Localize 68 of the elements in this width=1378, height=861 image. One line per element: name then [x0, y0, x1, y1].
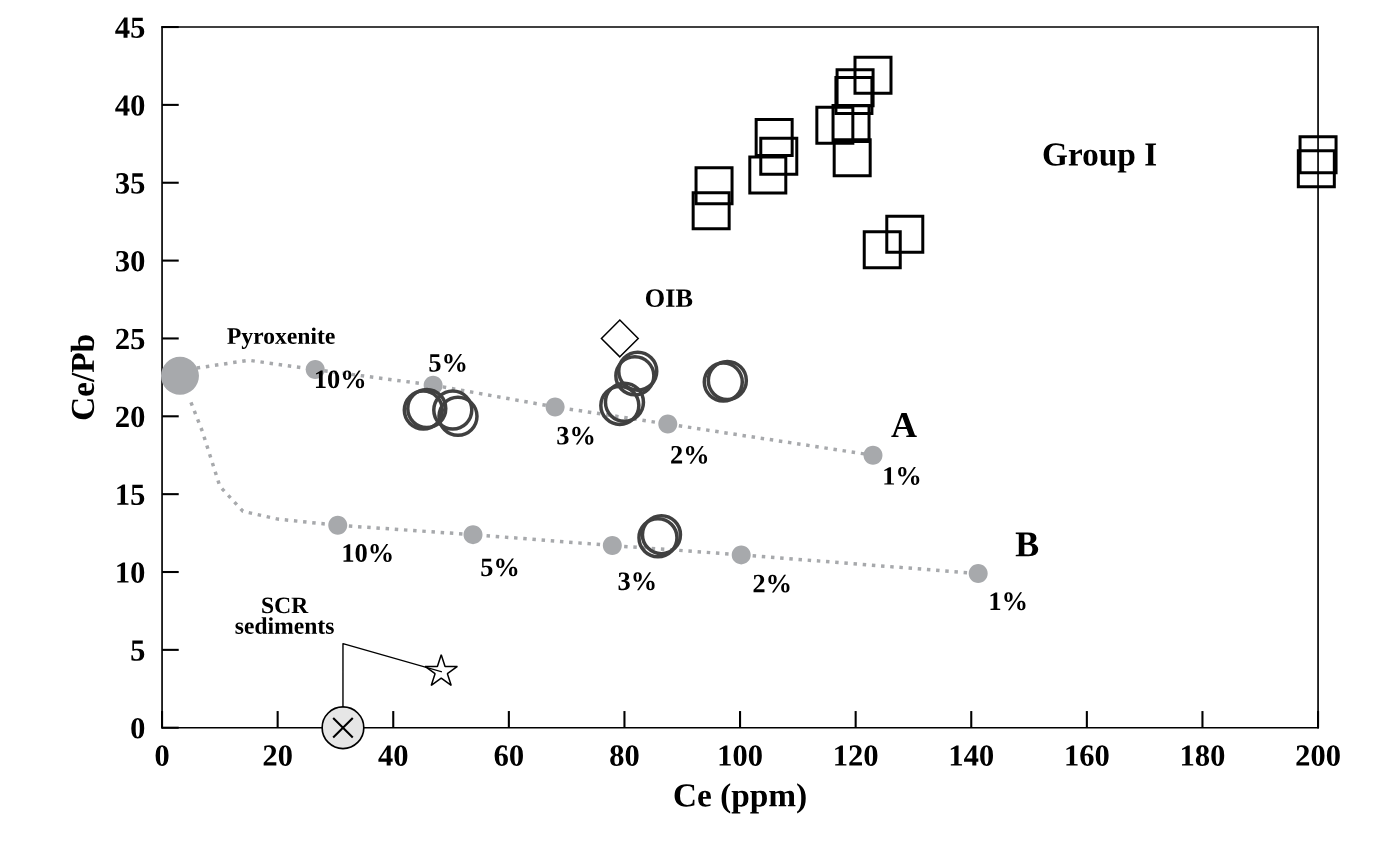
y-tick-label: 15 [117, 484, 145, 506]
y-tick-label: 25 [116, 328, 145, 350]
annotation: 10% [315, 370, 365, 389]
point [834, 76, 874, 116]
point [691, 191, 731, 231]
point [862, 230, 902, 270]
point [602, 536, 622, 556]
point [432, 389, 474, 431]
y-axis-title: Ce/Pb [70, 335, 95, 420]
x-tick-label: 160 [1066, 745, 1109, 766]
point [1296, 149, 1336, 189]
annotation: A [891, 413, 917, 437]
point [694, 166, 734, 206]
annotation: 2% [671, 445, 708, 464]
point [1298, 135, 1338, 175]
annotation: 5% [429, 353, 466, 372]
point [885, 214, 925, 254]
point [463, 525, 483, 545]
x-tick-label: 120 [835, 745, 878, 766]
annotation: SCR sediments [235, 597, 334, 634]
point [863, 445, 883, 465]
annotation: Pyroxenite [227, 327, 335, 349]
y-tick-label: 35 [115, 173, 145, 194]
annotation: Group I [1043, 143, 1157, 173]
y-tick-label: 40 [115, 95, 145, 116]
point [437, 395, 479, 438]
y-tick-label: 45 [115, 17, 145, 38]
annotation: 1% [990, 592, 1026, 611]
point [424, 653, 459, 687]
point [545, 397, 565, 417]
x-tick-label: 200 [1296, 745, 1340, 766]
x-tick-label: 0 [155, 745, 169, 766]
point [853, 55, 893, 95]
annotation: 10% [343, 544, 392, 562]
x-tick-label: 100 [719, 745, 762, 766]
x-axis-title: Ce (ppm) [674, 783, 806, 814]
y-tick-label: 20 [116, 406, 145, 428]
point [815, 105, 855, 145]
annotation: 3% [557, 426, 594, 445]
point [968, 564, 988, 584]
x-tick-label: 20 [263, 745, 292, 766]
point [321, 706, 365, 750]
annotation: B [1015, 532, 1039, 557]
y-tick-label: 0 [131, 718, 145, 739]
point [328, 515, 348, 535]
annotation: 3% [618, 572, 655, 591]
point [160, 356, 199, 395]
point [748, 155, 788, 195]
annotation: 2% [753, 574, 790, 593]
annotation: 1% [884, 467, 920, 485]
y-tick-label: 5 [131, 640, 145, 661]
point [658, 414, 678, 434]
annotation: 5% [481, 558, 518, 577]
point [600, 319, 639, 358]
point [831, 104, 871, 144]
annotation: OIB [645, 289, 693, 308]
point [835, 68, 875, 108]
x-tick-label: 60 [494, 745, 523, 766]
x-tick-label: 180 [1181, 745, 1225, 766]
point [759, 136, 799, 176]
point [832, 138, 872, 178]
y-tick-label: 30 [115, 250, 145, 272]
x-tick-label: 140 [950, 745, 994, 766]
point [731, 545, 751, 565]
y-tick-label: 10 [117, 562, 145, 583]
point [754, 118, 794, 158]
x-tick-label: 80 [610, 745, 639, 766]
x-tick-label: 40 [378, 745, 408, 766]
